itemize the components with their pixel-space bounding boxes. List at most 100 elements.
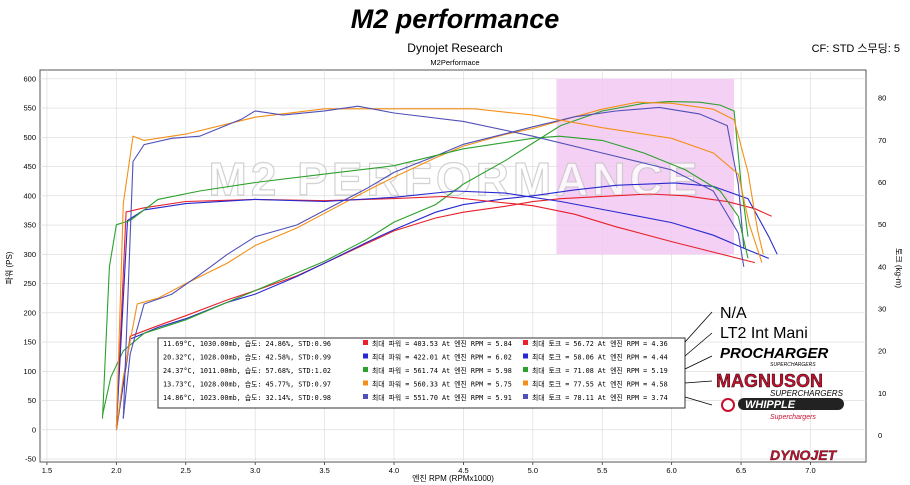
y-right-ticks: 0 10 20 30 40 50 60 70 80: [878, 94, 886, 440]
x-tick-label-3: 3.0: [250, 466, 260, 475]
x-axis-label: 엔진 RPM (RPMx1000): [412, 473, 494, 483]
legend-swatch-torque-4: [523, 394, 528, 399]
legend-swatch-power-1: [363, 353, 368, 359]
x-tick-label-2: 2.5: [181, 466, 191, 475]
leader-line-lt2: [684, 332, 713, 357]
legend-power-4: 최대 파워 = 551.70 At 엔진 RPM = 5.91: [372, 393, 512, 402]
y-left-tick-label-13: 600: [23, 74, 36, 83]
y-left-tick-label-11: 500: [23, 133, 36, 142]
y-right-tick-label-7: 70: [878, 136, 886, 145]
legend-cond-0: 11.69°C, 1030.00mb, 습도: 24.86%, STD:0.96: [163, 339, 331, 348]
legend-torque-1: 최대 토크 = 58.06 At 엔진 RPM = 4.44: [532, 353, 668, 362]
chart-subtitle-2: M2Performace: [430, 58, 479, 67]
x-tick-label-8: 5.5: [597, 466, 607, 475]
whipple-emblem-icon: [721, 398, 735, 412]
legend-cond-2: 24.37°C, 1011.00mb, 습도: 57.68%, STD:1.02: [163, 366, 331, 375]
legend-swatch-power-3: [363, 380, 368, 386]
torque-line-procharger: [101, 135, 749, 419]
y-left-tick-label-3: 100: [23, 367, 36, 376]
y-left-tick-label-8: 350: [23, 221, 36, 230]
y-right-tick-label-3: 30: [878, 304, 886, 313]
dynojet-logo: DYNOJET: [770, 447, 838, 463]
y-right-tick-label-2: 20: [878, 347, 886, 356]
power-line-procharger: [101, 101, 749, 416]
x-tick-label-5: 4.0: [389, 466, 399, 475]
brand-whipple-sub: Superchargers: [770, 414, 816, 421]
leader-line-na: [684, 311, 713, 343]
legend-torque-2: 최대 토크 = 71.08 At 엔진 RPM = 5.19: [532, 366, 668, 375]
x-tick-label-9: 6.0: [666, 466, 676, 475]
power-line-n-a: [115, 193, 772, 430]
y-left-label: 파워 (PS): [5, 251, 14, 284]
legend-swatch-power-0: [363, 340, 368, 345]
x-tick-label-0: 1.5: [42, 466, 52, 475]
legend-torque-3: 최대 토크 = 77.55 At 엔진 RPM = 4.58: [532, 380, 668, 389]
whipple-banner: [738, 398, 844, 410]
power-line-whipple: [122, 106, 745, 419]
legend-power-0: 최대 파워 = 403.53 At 엔진 RPM = 5.84: [372, 339, 512, 348]
legend-swatch-torque-3: [523, 380, 528, 386]
chart-subtitle: Dynojet Research: [407, 41, 502, 55]
brand-magnuson: MAGNUSON: [716, 371, 823, 391]
x-axis-ticks: 1.5 2.0 2.5 3.0 3.5 4.0 4.5 5.0 5.5 6.0 6.5 7.0: [42, 462, 816, 475]
legend-cond-1: 20.32°C, 1028.00mb, 습도: 42.58%, STD:0.99: [163, 353, 331, 362]
x-tick-label-4: 3.5: [319, 466, 329, 475]
brand-whipple: WHIPPLE: [745, 399, 796, 411]
y-left-tick-label-4: 150: [23, 338, 36, 347]
whipple-logo: WHIPPLE Superchargers: [721, 398, 844, 421]
power-line-lt2-int-mani: [115, 182, 778, 430]
torque-line-whipple: [122, 105, 745, 419]
x-tick-label-10: 6.5: [736, 466, 746, 475]
legend-power-3: 최대 파워 = 560.33 At 엔진 RPM = 5.75: [372, 380, 512, 389]
brand-lt2: LT2 Int Mani: [720, 325, 808, 342]
chart-title: M2 performance: [351, 4, 560, 34]
y-left-tick-label-1: 0: [32, 425, 36, 434]
series-group: [101, 101, 778, 430]
leader-line-magnuson: [684, 380, 713, 384]
y-left-tick-label-2: 50: [28, 396, 36, 405]
legend-cond-3: 13.73°C, 1028.00mb, 습도: 45.77%, STD:0.97: [163, 380, 331, 389]
y-right-tick-label-8: 80: [878, 94, 886, 103]
torque-line-lt2-int-mani: [115, 190, 770, 428]
legend-swatch-power-2: [363, 367, 368, 372]
x-tick-label-7: 5.0: [528, 466, 538, 475]
x-tick-label-1: 2.0: [111, 466, 121, 475]
y-left-tick-label-7: 300: [23, 250, 36, 259]
y-left-tick-label-9: 400: [23, 191, 36, 200]
legend-power-2: 최대 파워 = 561.74 At 엔진 RPM = 5.98: [372, 366, 512, 375]
brand-na: N/A: [720, 305, 747, 322]
y-left-tick-label-6: 250: [23, 279, 36, 288]
leader-line-whipple: [684, 396, 713, 406]
leader-line-procharger: [684, 355, 713, 370]
cf-label: CF: STD 스무딩: 5: [812, 42, 900, 55]
legend-swatch-torque-2: [523, 367, 528, 372]
legend-swatch-power-4: [363, 394, 368, 399]
legend-torque-4: 최대 토크 = 78.11 At 엔진 RPM = 3.74: [532, 393, 668, 402]
legend-box: 11.69°C, 1030.00mb, 습도: 24.86%, STD:0.96…: [157, 337, 686, 409]
y-left-tick-label-10: 450: [23, 162, 36, 171]
y-left-ticks: -50 0 50 100 150 200 250 300 350 400 450 500 550 600: [23, 74, 36, 463]
magnuson-logo: MAGNUSON SUPERCHARGERS: [716, 371, 844, 398]
watermark-text: M2 PERFORMANCE: [208, 153, 701, 205]
y-right-tick-label-1: 10: [878, 389, 886, 398]
y-right-tick-label-6: 60: [878, 178, 886, 187]
brand-magnuson-sub: SUPERCHARGERS: [770, 389, 844, 398]
y-right-tick-label-0: 0: [878, 431, 882, 440]
legend-cond-4: 14.86°C, 1023.00mb, 습도: 32.14%, STD:0.98: [163, 393, 331, 402]
brand-procharger-sub: SUPERCHARGERS: [770, 362, 816, 368]
y-right-label: 토크 (kg-m): [894, 248, 903, 288]
y-right-tick-label-4: 40: [878, 262, 886, 271]
torque-line-n-a: [115, 195, 756, 428]
y-left-tick-label-0: -50: [25, 455, 36, 464]
torque-line-magnuson: [115, 108, 763, 428]
y-left-tick-label-12: 550: [23, 104, 36, 113]
procharger-logo: PROCHARGER SUPERCHARGERS: [720, 345, 829, 368]
legend-torque-0: 최대 토크 = 56.72 At 엔진 RPM = 4.36: [532, 339, 668, 348]
x-tick-label-11: 7.0: [805, 466, 815, 475]
legend-swatch-torque-0: [523, 340, 528, 345]
legend-swatch-torque-1: [523, 353, 528, 359]
x-tick-label-6: 4.5: [458, 466, 468, 475]
legend-power-1: 최대 파워 = 422.01 At 엔진 RPM = 6.02: [372, 353, 512, 362]
y-left-tick-label-5: 200: [23, 308, 36, 317]
